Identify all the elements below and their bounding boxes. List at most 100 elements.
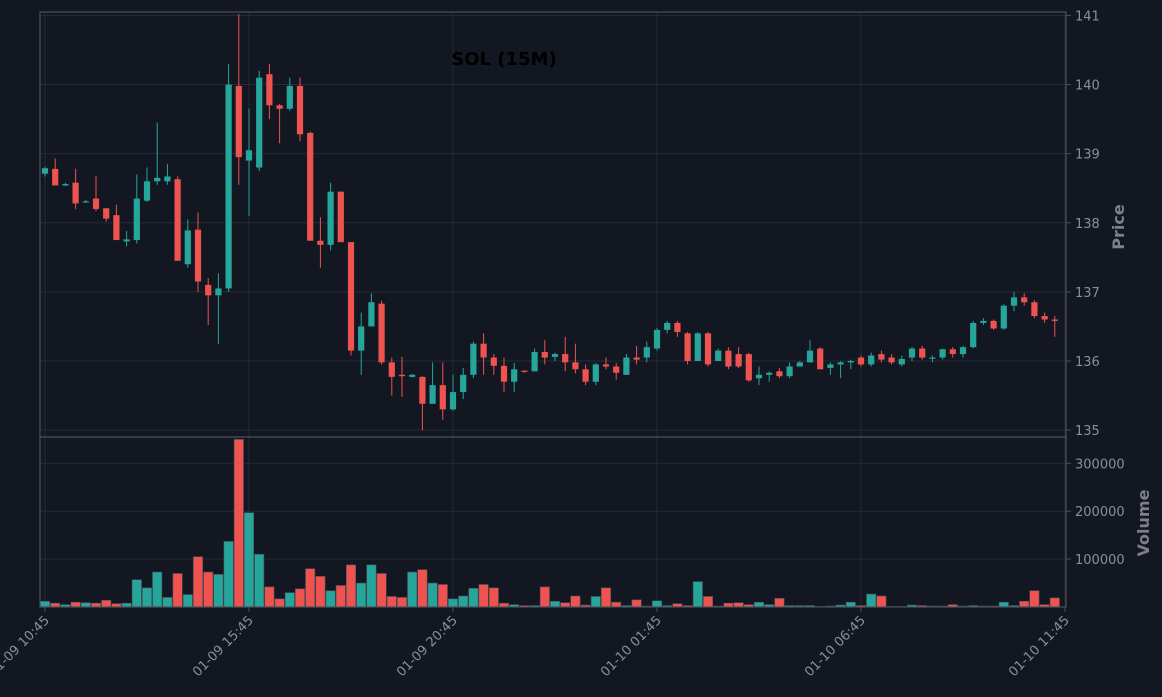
volume-bar (611, 601, 622, 608)
candle-body (653, 329, 661, 349)
candle-body (215, 288, 222, 296)
candle-body (908, 348, 916, 358)
candle (480, 333, 487, 375)
candle (633, 345, 640, 365)
candle (1021, 293, 1028, 306)
candle-body (725, 350, 732, 367)
candle-body (388, 362, 395, 377)
candle (888, 354, 895, 365)
candle (868, 352, 875, 367)
candle (541, 340, 548, 365)
candle (205, 278, 212, 326)
candle-body (796, 362, 803, 367)
candle-body (694, 333, 701, 361)
volume-bar (590, 596, 601, 608)
volume-bar (294, 588, 305, 608)
candle-body (62, 184, 69, 186)
candle-body (1000, 305, 1007, 329)
candle (225, 63, 232, 292)
volume-bar (733, 602, 744, 608)
volume-bar (223, 541, 234, 608)
candle-body (1041, 316, 1048, 320)
candle (521, 370, 528, 373)
price-tick-label: 139 (1075, 148, 1100, 163)
candle (347, 242, 355, 356)
candle (82, 199, 89, 203)
candle (154, 122, 161, 185)
candle-body (643, 347, 650, 358)
volume-bar (570, 595, 581, 608)
candle-body (898, 358, 905, 365)
candle (919, 345, 926, 360)
candle-body (470, 343, 477, 375)
candle (307, 131, 314, 241)
candle-body (82, 201, 89, 203)
volume-bar (244, 512, 255, 608)
volume-bar (651, 600, 662, 608)
volume-bar (80, 602, 91, 608)
candle (419, 376, 426, 431)
candle-body (582, 369, 589, 382)
candle (52, 158, 59, 186)
candle (337, 191, 344, 243)
candle-body (613, 366, 620, 373)
candle (358, 312, 365, 375)
candle-body (664, 322, 671, 330)
volume-bar (600, 587, 611, 608)
candle-body (154, 177, 161, 182)
candle-body (827, 364, 834, 368)
candle-body (327, 191, 334, 245)
candle (72, 168, 79, 209)
candle (378, 300, 385, 365)
candle (398, 356, 406, 397)
candle (266, 63, 273, 120)
price-tick-label: 137 (1075, 286, 1100, 301)
candle-body (419, 376, 426, 404)
candle (256, 70, 263, 171)
candle-body (1051, 319, 1058, 321)
candle-body (929, 357, 936, 359)
candle-body (398, 374, 406, 377)
volume-bar (866, 593, 877, 608)
volume-bar (182, 594, 193, 608)
volume-bars (39, 439, 1060, 608)
candle-body (164, 176, 171, 182)
candle (908, 347, 916, 361)
candle-body (806, 350, 814, 363)
candle-body (378, 303, 385, 363)
volume-bar (998, 601, 1009, 608)
candle (684, 331, 691, 365)
volume-bar (417, 569, 428, 608)
volume-bar (753, 601, 764, 608)
candle (970, 320, 977, 349)
candle-body (245, 150, 253, 161)
candle-body (103, 208, 110, 219)
candle (582, 364, 589, 386)
volume-bar (468, 588, 479, 608)
volume-bar (345, 564, 356, 608)
candle-body (970, 322, 977, 348)
candle (143, 167, 151, 203)
candle (235, 14, 242, 185)
candle (704, 331, 712, 367)
volume-bar (774, 598, 785, 608)
volume-bar (305, 568, 316, 608)
candle-body (184, 230, 191, 265)
volume-bar (264, 586, 275, 608)
candle-body (745, 354, 752, 381)
candle-body (786, 366, 793, 377)
candle (980, 318, 987, 326)
volume-bar (233, 439, 244, 608)
candle-body (225, 84, 232, 289)
price-candles (41, 14, 1058, 431)
volume-bar (376, 573, 387, 608)
candle-body (766, 372, 773, 375)
candle-body (490, 357, 497, 366)
volume-bar (396, 597, 407, 608)
volume-tick-label: 200000 (1075, 505, 1125, 520)
candle (1041, 312, 1048, 323)
candle-body (755, 374, 763, 379)
volume-bar (447, 598, 458, 608)
